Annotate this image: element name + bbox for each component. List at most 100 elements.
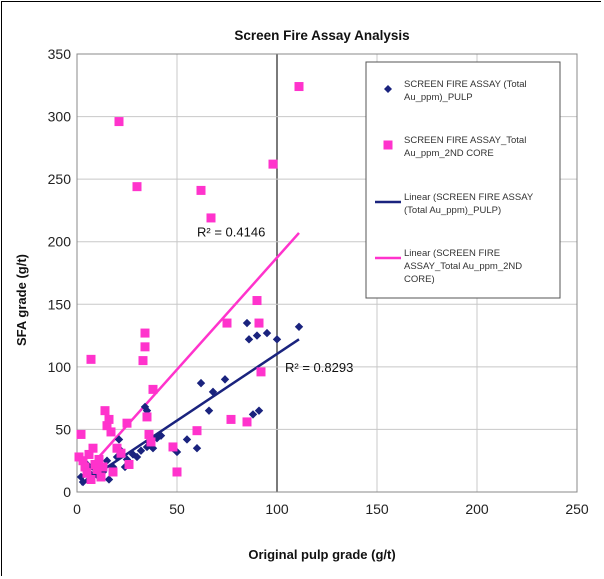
core-data-point (80, 462, 90, 472)
core-data-point (256, 367, 266, 377)
core-data-point (226, 414, 236, 424)
pulp-data-point (272, 335, 282, 344)
legend: SCREEN FIRE ASSAY (Total Au_ppm)_PULP SCRE… (365, 61, 561, 299)
core-data-point (88, 443, 98, 453)
pulp-data-point (172, 447, 182, 457)
plot-area-border (76, 53, 578, 493)
pulp-data-point (104, 475, 114, 484)
core-data-point (242, 417, 252, 427)
pulp-data-point (132, 452, 142, 462)
core-data-point (206, 213, 216, 223)
core-data-point (138, 356, 148, 366)
core-data-point (114, 117, 124, 127)
x-tick-label: 50 (169, 501, 185, 517)
y-tick-label: 200 (48, 234, 72, 250)
y-tick-label: 150 (48, 296, 72, 312)
pulp-data-point (156, 431, 166, 440)
core-data-point (196, 185, 206, 195)
core-data-point (140, 328, 150, 338)
pulp-data-point (242, 318, 252, 328)
legend-entry-label: ASSAY_Total Au_ppm_2ND (404, 261, 522, 272)
legend-entry-label: Linear (SCREEN FIRE (404, 248, 500, 259)
pulp-data-point (114, 435, 124, 444)
legend-entry-label: Linear (SCREEN FIRE ASSAY (404, 192, 534, 203)
legend-entry-label: Au_ppm_2ND CORE (404, 148, 494, 159)
y-axis-tick-labels: 0 50 100 150 200 250 300 350 (48, 46, 72, 500)
pulp-data-point (192, 444, 202, 453)
pulp-data-point (294, 322, 304, 332)
core-data-point (254, 318, 264, 328)
core-data-point (82, 468, 92, 478)
pulp-data-point (220, 375, 230, 384)
core-data-point (124, 459, 134, 469)
chart-title: Screen Fire Assay Analysis (234, 28, 409, 43)
y-axis-label: SFA grade (g/t) (14, 254, 29, 346)
core-data-point (116, 448, 126, 458)
r-squared-pulp-label: R² = 0.8293 (285, 360, 353, 375)
core-data-point (222, 318, 232, 328)
pulp-data-point (136, 446, 146, 455)
core-data-point (112, 443, 122, 453)
y-tick-label: 250 (48, 171, 72, 187)
core-data-point (108, 467, 118, 477)
legend-entry-label: Au_ppm)_PULP (404, 92, 473, 103)
y-tick-label: 100 (48, 359, 72, 375)
core-data-point (132, 182, 142, 192)
core-data-point (146, 437, 156, 447)
core-data-point (100, 406, 110, 416)
x-tick-label: 150 (365, 501, 389, 517)
x-tick-label: 100 (265, 501, 289, 517)
pulp-data-point (148, 444, 158, 453)
core-data-point (252, 296, 262, 306)
core-data-point (140, 342, 150, 352)
legend-diamond-swatch (384, 85, 392, 93)
core-data-point (148, 384, 158, 394)
core-data-point (98, 462, 108, 472)
y-tick-label: 0 (63, 484, 71, 500)
legend-entry-label: (Total Au_ppm)_PULP) (404, 205, 501, 216)
core-data-point (268, 159, 278, 169)
core-data-point (84, 449, 94, 459)
legend-square-swatch (383, 140, 393, 150)
core-data-point (172, 467, 182, 477)
x-axis-tick-labels: 0 50 100 150 200 250 (73, 501, 589, 517)
core-data-point (142, 412, 152, 422)
core-data-point (86, 474, 96, 484)
core-data-point (192, 426, 202, 436)
core-data-point (94, 454, 104, 464)
trend-line (80, 232, 300, 478)
pulp-data-point (208, 387, 218, 397)
x-axis-label: Original pulp grade (g/t) (248, 547, 395, 562)
core-data-point (294, 82, 304, 92)
core-data-point (76, 429, 86, 439)
pulp-data-point (182, 435, 192, 444)
core-data-point (104, 414, 114, 424)
pulp-data-point (204, 406, 214, 415)
pulp-data-point (248, 410, 258, 419)
y-tick-label: 50 (55, 421, 71, 437)
core-data-point (78, 456, 88, 466)
core-data-point (122, 418, 132, 428)
core-data-point (168, 442, 178, 452)
core-data-point (106, 427, 116, 437)
core-data-point (144, 429, 154, 439)
core-data-point (102, 421, 112, 431)
r-squared-core-label: R² = 0.4146 (197, 225, 265, 240)
legend-entry-label: SCREEN FIRE ASSAY_Total (404, 135, 526, 146)
x-tick-label: 0 (73, 501, 81, 517)
pulp-data-point (244, 335, 254, 344)
pulp-data-point (142, 442, 152, 452)
pulp-data-point (262, 328, 272, 338)
y-tick-label: 300 (48, 109, 72, 125)
pulp-data-point (142, 406, 152, 415)
legend-entry-label: CORE) (404, 274, 435, 285)
y-tick-label: 350 (48, 46, 72, 62)
legend-entry-label: SCREEN FIRE ASSAY (Total (404, 79, 527, 90)
core-data-point (92, 464, 102, 474)
pulp-data-point (196, 378, 206, 388)
x-tick-label: 250 (565, 501, 589, 517)
pulp-data-point (78, 477, 88, 487)
core-data-point (90, 459, 100, 469)
